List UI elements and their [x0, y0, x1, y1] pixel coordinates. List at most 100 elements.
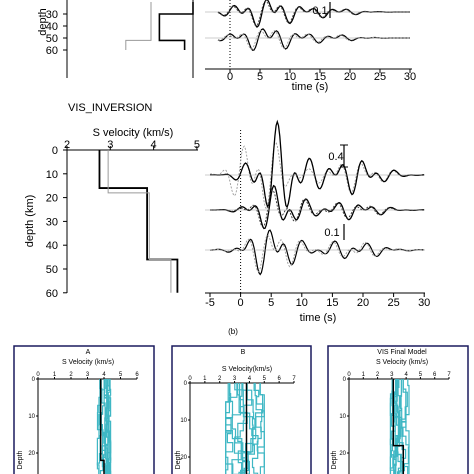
panel-x-tick-label: 4 — [404, 372, 408, 378]
top-wave-synthetic-2 — [218, 30, 410, 50]
vis-wave-observed-2 — [210, 184, 425, 230]
vis-wave-observed-1 — [210, 119, 425, 209]
vis-depth-axis-label: depth (km) — [24, 195, 36, 248]
panel-a-title: A — [86, 349, 91, 356]
panel-a-ylabel: Depth — [17, 451, 24, 470]
panel-x-tick-label: 3 — [86, 372, 90, 378]
panel-a-xlabel: S Velocity (km/s) — [62, 359, 114, 366]
top-scale-label: 0.1 — [312, 5, 327, 17]
panel-x-tick-label: 1 — [362, 372, 366, 378]
panel-x-tick-label: 3 — [390, 372, 394, 378]
top-time-tick-label: 5 — [257, 71, 263, 83]
top-wave-observed-2 — [217, 28, 410, 51]
panel-y-tick-label: 0 — [343, 377, 347, 383]
panel-a-plot: 0 1 2 3 4 5 6 0 10 20 — [28, 372, 139, 474]
panel-x-tick-label: 3 — [233, 376, 237, 382]
ensemble-model-line — [233, 383, 253, 474]
top-time-tick-label: 25 — [374, 71, 386, 83]
top-time-label: time (s) — [292, 81, 329, 93]
panel-y-tick-label: 20 — [180, 455, 187, 461]
top-y-tick-label: 40 — [46, 21, 58, 33]
panel-x-tick-label: 0 — [36, 372, 40, 378]
vis-time-tick-label: 15 — [326, 297, 338, 309]
vis-time-tick-label: 5 — [268, 297, 274, 309]
ensemble-model-line — [102, 379, 109, 474]
vis-depth-tick-label: 60 — [46, 288, 58, 300]
panel-x-tick-label: 2 — [218, 376, 222, 382]
panel-b-xlabel: S Velocity(km/s) — [222, 366, 272, 373]
best-model-line — [99, 379, 105, 474]
vis-time-tick-label: -5 — [205, 297, 215, 309]
ensemble-model-line — [225, 383, 238, 474]
ensemble-model-line — [246, 383, 259, 474]
bottom-panels: A S Velocity (km/s) B S Velocity(km/s) V… — [13, 345, 469, 474]
top-time-tick-label: 30 — [404, 71, 416, 83]
ensemble-model-line — [239, 383, 257, 474]
vis-velocity-tick-label: 3 — [107, 139, 113, 151]
vis-time-tick-label: 25 — [387, 297, 399, 309]
panel-a-frame — [13, 345, 155, 474]
panel-b-title: B — [241, 349, 246, 356]
vis-wave-synthetic-1 — [209, 141, 425, 210]
panel-c-xlabel: S Velocity (km/s) — [376, 359, 428, 366]
vis-inversion-title: VIS_INVERSION — [68, 102, 152, 114]
vis-time-label: time (s) — [300, 312, 337, 324]
vis-time-tick-label: 30 — [418, 297, 430, 309]
vis-depth-tick-label: 20 — [46, 193, 58, 205]
panel-x-tick-label: 4 — [102, 372, 106, 378]
panel-x-tick-label: 4 — [248, 376, 252, 382]
vis-velocity-ticks: 2 3 4 5 — [64, 139, 200, 151]
vis-time-ticks: -5 0 5 10 15 20 25 30 — [205, 293, 430, 309]
panel-b-plot: 0 1 2 3 4 5 6 7 0 10 20 — [180, 376, 296, 474]
vis-velocity-tick-label: 5 — [194, 139, 200, 151]
panel-x-tick-label: 7 — [447, 372, 451, 378]
panel-c-plot: 0 1 2 3 4 5 6 7 0 10 20 — [339, 372, 451, 474]
panel-x-tick-label: 6 — [135, 372, 139, 378]
ensemble-model-line — [393, 379, 407, 474]
panel-x-tick-label: 5 — [119, 372, 123, 378]
ensemble-model-line — [231, 383, 248, 474]
panel-x-tick-label: 1 — [203, 376, 207, 382]
best-model-line — [245, 383, 248, 474]
panel-y-tick-label: 0 — [184, 381, 188, 387]
panel-x-tick-label: 1 — [53, 372, 57, 378]
vis-profile-final — [98, 150, 179, 293]
panel-x-tick-label: 5 — [263, 376, 267, 382]
panel-y-tick-label: 10 — [339, 414, 346, 420]
panel-c-ylabel: Depth — [331, 451, 338, 470]
panel-y-tick-label: 20 — [28, 451, 35, 457]
vis-wave-observed-3 — [209, 229, 425, 276]
panel-b-frame — [171, 345, 312, 474]
ensemble-model-line — [225, 383, 234, 474]
vis-velocity-tick-label: 2 — [64, 139, 70, 151]
best-model-line — [392, 379, 405, 474]
top-time-tick-label: 20 — [344, 71, 356, 83]
panel-y-tick-label: 20 — [339, 451, 346, 457]
panel-y-tick-label: 0 — [32, 377, 36, 383]
ensemble-model-line — [393, 379, 403, 474]
top-profile-initial — [125, 2, 152, 50]
panel-x-tick-label: 0 — [188, 376, 192, 382]
ensemble-model-line — [244, 383, 264, 474]
vis-time-tick-label: 20 — [357, 297, 369, 309]
ensemble-model-line — [389, 379, 394, 474]
panel-x-tick-label: 6 — [433, 372, 437, 378]
vis-depth-ticks: 0 10 20 30 40 50 60 — [46, 145, 67, 300]
top-depth-label: depth — [37, 8, 49, 36]
top-wave-observed-1 — [217, 0, 410, 29]
panel-c-frame — [327, 345, 469, 474]
vis-time-tick-label: 10 — [296, 297, 308, 309]
panel-c-title: VIS Final Model — [377, 349, 427, 356]
vis-waveforms — [205, 119, 425, 293]
vis-profile-lines — [98, 150, 179, 293]
caption-b: (b) — [228, 327, 238, 336]
vis-wave-synthetic-3 — [209, 234, 425, 272]
top-y-tick-label: 50 — [46, 33, 58, 45]
top-profile-lines — [125, 2, 194, 50]
top-profile-final — [158, 2, 194, 50]
vis-inversion-section: VIS_INVERSION S velocity (km/s) 2 3 4 5 0 10… — [24, 102, 430, 336]
top-y-tick-label: 30 — [46, 9, 58, 21]
